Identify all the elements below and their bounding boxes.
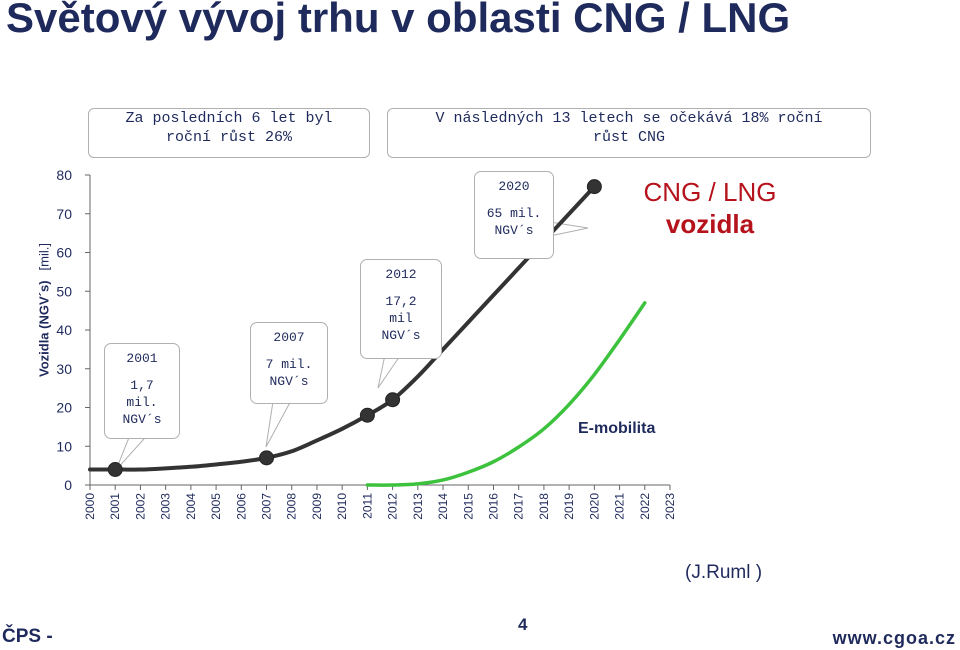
data-point-2020 <box>586 179 602 195</box>
x-tick-label: 2019 <box>562 493 576 520</box>
x-tick-label: 2021 <box>613 493 627 520</box>
emob-series-line <box>365 301 647 487</box>
x-tick-label: 2011 <box>360 493 374 519</box>
annotation-2007-line1: 7 mil. <box>265 357 313 372</box>
info-box-left: Za posledních 6 let byl roční růst 26% <box>88 108 370 158</box>
page-number: 4 <box>518 615 528 634</box>
data-point-2012 <box>385 392 401 408</box>
y-tick-label: 50 <box>56 283 72 299</box>
data-point-2011 <box>359 407 375 423</box>
annotation-2020-year: 2020 <box>498 179 530 194</box>
cng-label-line1: CNG / LNG <box>643 177 777 207</box>
x-tick-label: 2000 <box>83 493 97 520</box>
emob-series-label: E-mobilita <box>578 420 656 437</box>
x-tick-label: 2022 <box>638 493 652 520</box>
x-tick-label: 2007 <box>260 493 274 520</box>
y-axis-label: Vozidla (NGV´s) [mil.] <box>37 243 52 377</box>
x-tick-label: 2014 <box>436 493 450 520</box>
annotation-2001-line3: NGV´s <box>122 412 162 427</box>
info-box-left-line1: Za posledních 6 let byl <box>125 110 333 127</box>
x-tick-label: 2004 <box>184 493 198 520</box>
annotation-2007-year: 2007 <box>273 330 305 345</box>
y-axis-unit: [mil.] <box>36 243 52 271</box>
x-tick-label: 2013 <box>411 493 425 520</box>
annotation-2020: 2020 65 mil. NGV´s <box>474 171 554 259</box>
callout-tail-2007 <box>265 394 295 448</box>
x-tick-label: 2012 <box>386 493 400 520</box>
cng-series-label: CNG / LNG vozidla <box>620 176 800 240</box>
annotation-2012: 2012 17,2 mil NGV´s <box>360 259 442 359</box>
x-tick-label: 2006 <box>234 493 248 520</box>
x-tick-label: 2009 <box>310 493 324 520</box>
credit-text: (J.Ruml ) <box>685 562 763 583</box>
x-tick-label: 2015 <box>461 493 475 520</box>
footer-website-link[interactable]: www.cgoa.cz <box>832 628 956 648</box>
x-tick-label: 2016 <box>486 493 500 520</box>
cng-label-line2: vozidla <box>665 209 755 239</box>
info-box-right-line2: růst CNG <box>592 129 665 146</box>
cng-series-line <box>88 184 597 472</box>
y-tick-label: 10 <box>56 438 72 454</box>
callout-tail-2012 <box>377 349 405 389</box>
annotation-2007-line2: NGV´s <box>269 374 309 389</box>
data-point-2007 <box>259 450 275 466</box>
annotation-2001-year: 2001 <box>126 351 158 366</box>
y-tick-label: 30 <box>56 361 72 377</box>
annotation-2012-line3: NGV´s <box>381 328 421 343</box>
info-box-right-line1: V následných 13 letech se očekává 18% ro… <box>435 110 823 127</box>
annotation-2012-line1: 17,2 <box>385 294 417 309</box>
y-axis-title: Vozidla (NGV´s) <box>36 280 52 377</box>
x-tick-label: 2018 <box>537 493 551 520</box>
y-tick-label: 80 <box>56 167 72 183</box>
x-tick-label: 2023 <box>663 493 677 520</box>
x-tick-label: 2003 <box>159 493 173 520</box>
x-tick-label: 2010 <box>335 493 349 520</box>
y-tick-label: 20 <box>56 400 72 416</box>
annotation-2012-year: 2012 <box>385 267 417 282</box>
annotation-2001: 2001 1,7 mil. NGV´s <box>104 343 180 439</box>
x-tick-label: 2008 <box>285 493 299 520</box>
footer-left: ČPS - <box>2 626 53 647</box>
annotation-2001-line2: mil. <box>126 395 158 410</box>
x-tick-label: 2017 <box>512 493 526 520</box>
info-box-right: V následných 13 letech se očekává 18% ro… <box>387 108 871 158</box>
x-tick-label: 2001 <box>108 493 122 520</box>
y-tick-label: 0 <box>64 477 72 493</box>
y-tick-label: 40 <box>56 322 72 338</box>
y-tick-label: 60 <box>56 245 72 261</box>
annotation-2007: 2007 7 mil. NGV´s <box>250 322 328 404</box>
annotation-2012-line2: mil <box>389 311 413 326</box>
y-tick-label: 70 <box>56 206 72 222</box>
x-tick-label: 2002 <box>133 493 147 520</box>
x-tick-label: 2005 <box>209 493 223 520</box>
page-title: Světový vývoj trhu v oblasti CNG / LNG <box>6 0 791 41</box>
annotation-2020-line2: NGV´s <box>494 223 534 238</box>
data-point-2001 <box>107 462 123 477</box>
annotation-2020-line1: 65 mil. <box>486 206 542 221</box>
info-box-left-line2: roční růst 26% <box>165 129 293 146</box>
x-tick-label: 2020 <box>587 493 601 520</box>
annotation-2001-line1: 1,7 <box>130 378 154 393</box>
